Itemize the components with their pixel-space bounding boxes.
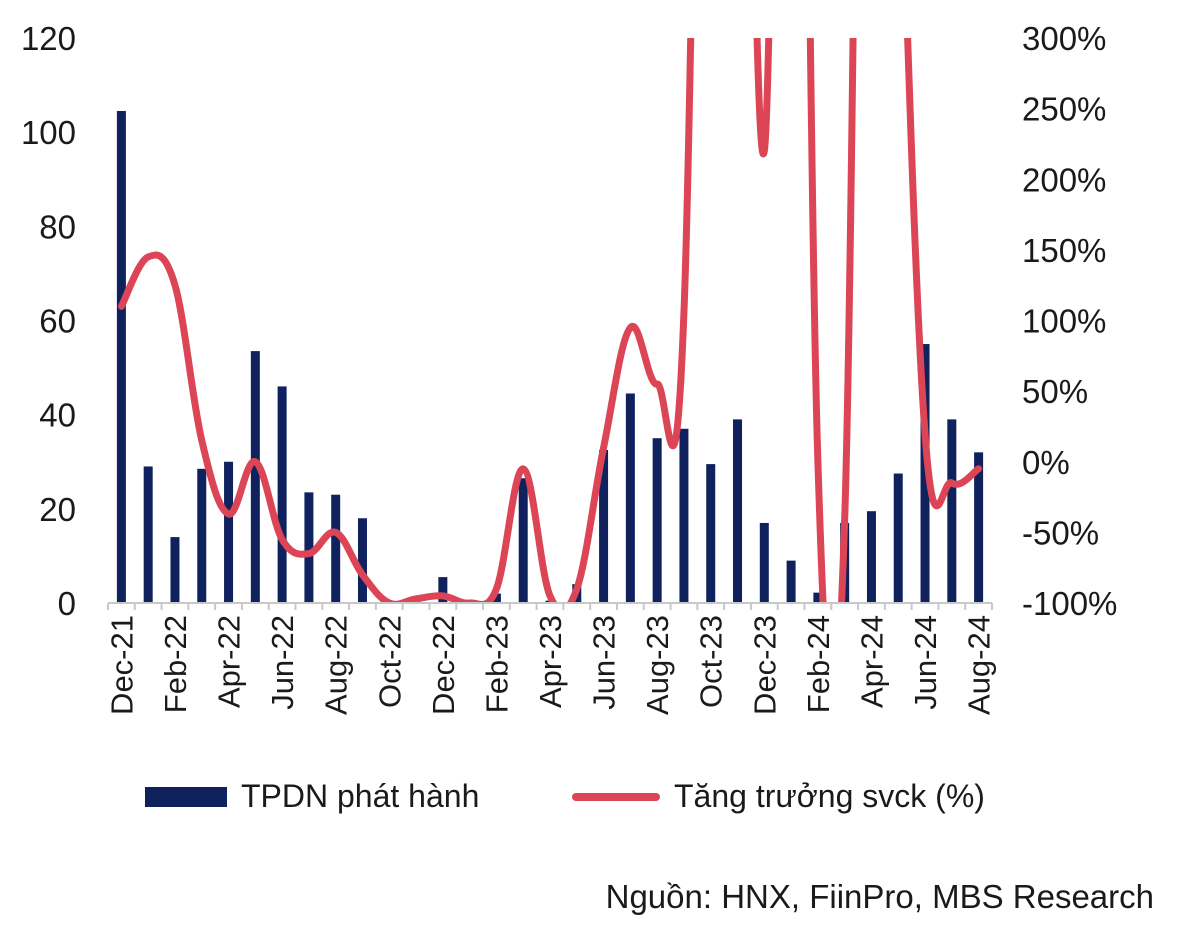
y-right-tick-label: -50%	[1022, 514, 1099, 551]
x-tick-label: Apr-23	[533, 615, 568, 708]
x-tick-label: Jun-24	[908, 615, 943, 710]
x-tick-label: Aug-23	[640, 615, 675, 715]
legend-label-bars: TPDN phát hành	[241, 778, 480, 814]
y-left-tick-label: 40	[39, 397, 76, 434]
y-left-tick-label: 60	[39, 303, 76, 340]
line-series	[117, 38, 983, 603]
x-tick-label: Apr-22	[212, 615, 247, 708]
bar-Nov-23	[733, 419, 743, 603]
x-tick-label: Dec-23	[747, 615, 782, 715]
x-tick-label: Jun-23	[587, 615, 622, 710]
bar-Oct-23	[706, 464, 716, 603]
x-tick-label: Aug-22	[319, 615, 354, 715]
legend-label-line: Tăng trưởng svck (%)	[674, 778, 985, 814]
bar-Jun-23	[599, 449, 609, 603]
y-right-tick-label: 0%	[1022, 444, 1070, 481]
bar-Mar-22	[197, 468, 207, 603]
y-left-tick-label: 100	[21, 114, 76, 151]
bar-Dec-23	[759, 522, 769, 603]
x-tick-label: Dec-21	[104, 615, 139, 715]
x-tick-label: Oct-23	[694, 615, 729, 708]
bar-Feb-24	[813, 592, 823, 603]
x-tick-label: Feb-23	[479, 615, 514, 713]
y-left-tick-label: 80	[39, 208, 76, 245]
bar-Mar-23	[518, 478, 528, 603]
x-tick-label: Feb-24	[801, 615, 836, 713]
bar-Apr-22	[224, 461, 234, 603]
bar-series	[116, 110, 984, 604]
axes: 0 20 40 60 80 100 120 -100% -50% 0% 50% 100% 150% 200…	[21, 20, 1117, 715]
bar-Jul-22	[304, 492, 314, 603]
bar-Jul-24	[947, 419, 957, 603]
line-path	[117, 38, 983, 603]
y-right-tick-label: 300%	[1022, 20, 1106, 57]
y-left-tick-label: 0	[58, 585, 76, 622]
bar-Feb-22	[170, 537, 180, 603]
bar-Jun-22	[277, 386, 287, 603]
bar-Dec-21	[116, 110, 126, 604]
legend-swatch-line	[572, 792, 660, 801]
legend-swatch-bar	[145, 786, 227, 807]
bar-May-22	[250, 351, 260, 603]
y-right-tick-label: 50%	[1022, 373, 1088, 410]
y-right-tick-label: 100%	[1022, 303, 1106, 340]
y-right-tick-label: -100%	[1022, 585, 1117, 622]
y-left-tick-label: 20	[39, 491, 76, 528]
bar-Jul-23	[625, 393, 635, 603]
bar-Sep-22	[357, 518, 367, 603]
x-tick-label: Feb-22	[158, 615, 193, 713]
bar-Aug-22	[331, 494, 341, 603]
source-note: Nguồn: HNX, FiinPro, MBS Research	[605, 878, 1154, 915]
x-tick-label: Apr-24	[854, 615, 889, 708]
bar-Aug-23	[652, 438, 662, 603]
bar-Feb-23	[491, 593, 501, 603]
bar-Dec-22	[438, 577, 448, 603]
legend-item-line: Tăng trưởng svck (%)	[572, 778, 985, 815]
y-right-tick-label: 200%	[1022, 161, 1106, 198]
bar-Sep-23	[679, 428, 689, 603]
legend: TPDN phát hành Tăng trưởng svck (%)	[0, 778, 1200, 828]
y-right-tick-label: 250%	[1022, 91, 1106, 128]
bar-May-24	[893, 473, 903, 603]
x-tick-label: Oct-22	[372, 615, 407, 708]
bar-Jan-24	[786, 560, 796, 603]
x-tick-label: Jun-22	[265, 615, 300, 710]
x-tick-label: Aug-24	[962, 615, 997, 715]
y-left-tick-label: 120	[21, 20, 76, 57]
x-tick-label: Dec-22	[426, 615, 461, 715]
bar-Apr-24	[866, 511, 876, 603]
chart: 0 20 40 60 80 100 120 -100% -50% 0% 50% 100% 150% 200…	[21, 20, 1117, 715]
legend-item-bars: TPDN phát hành	[145, 778, 479, 815]
bar-Jun-24	[920, 344, 930, 603]
y-right-tick-label: 150%	[1022, 232, 1106, 269]
bar-Jan-22	[143, 466, 153, 603]
bar-Aug-24	[974, 452, 984, 603]
